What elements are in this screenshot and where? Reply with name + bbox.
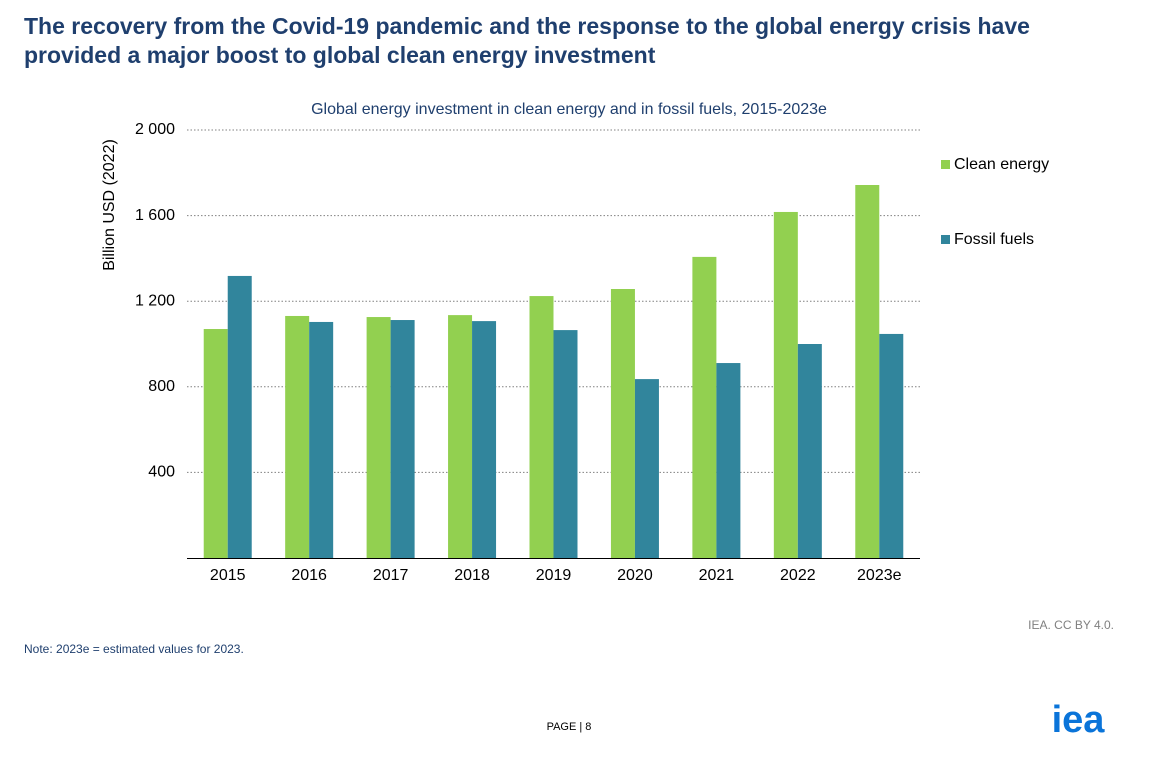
- bar: [529, 296, 554, 558]
- x-tick-label: 2021: [699, 567, 735, 584]
- note: Note: 2023e = estimated values for 2023.: [24, 642, 244, 656]
- bar: [553, 330, 578, 558]
- bar: [692, 256, 717, 558]
- bar: [773, 211, 798, 558]
- x-tick-label: 2017: [373, 567, 409, 584]
- x-tick-label: 2019: [536, 567, 572, 584]
- logo: iea: [1052, 699, 1106, 741]
- legend-label: Fossil fuels: [954, 231, 1034, 248]
- y-tick-label: 2 000: [135, 121, 175, 138]
- bar: [448, 315, 473, 558]
- y-tick-label: 800: [148, 378, 175, 395]
- bar: [309, 321, 334, 558]
- x-tick-label: 2016: [291, 567, 327, 584]
- x-tick-label: 2018: [454, 567, 490, 584]
- bar: [879, 333, 904, 558]
- x-tick-label: 2015: [210, 567, 246, 584]
- bar: [716, 363, 741, 558]
- y-tick-label: 1 600: [135, 207, 175, 224]
- x-tick-label: 2020: [617, 567, 653, 584]
- bar: [797, 344, 822, 558]
- bar: [366, 317, 391, 558]
- bar: [390, 320, 415, 558]
- bar: [472, 321, 497, 558]
- bar: [285, 315, 310, 558]
- page-title: provided a major boost to global clean e…: [24, 42, 656, 68]
- bar: [634, 379, 659, 558]
- bar: [855, 184, 880, 559]
- y-axis-label: Billion USD (2022): [101, 139, 118, 271]
- credit: IEA. CC BY 4.0.: [1028, 618, 1114, 632]
- x-tick-label: 2022: [780, 567, 816, 584]
- bar: [227, 275, 252, 558]
- page-number: PAGE | 8: [547, 721, 592, 733]
- chart-title: Global energy investment in clean energy…: [311, 101, 827, 118]
- legend-swatch: [941, 160, 950, 169]
- bar: [203, 329, 228, 558]
- y-tick-label: 400: [148, 464, 175, 481]
- bar: [610, 289, 635, 558]
- x-tick-label: 2023e: [857, 567, 902, 584]
- y-tick-label: 1 200: [135, 292, 175, 309]
- legend-label: Clean energy: [954, 156, 1049, 173]
- page-title: The recovery from the Covid-19 pandemic …: [24, 13, 1030, 39]
- legend-swatch: [941, 235, 950, 244]
